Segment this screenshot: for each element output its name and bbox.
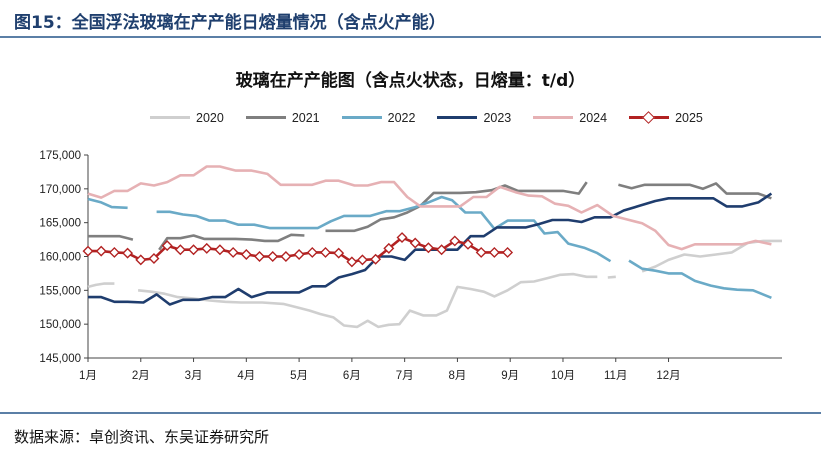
data-point-2025 (320, 246, 331, 258)
y-tick-label: 155,000 (39, 285, 81, 297)
series-line-2022 (628, 259, 772, 300)
data-point-2025 (188, 244, 200, 256)
data-point-2025 (135, 254, 147, 266)
y-tick-label: 160,000 (39, 252, 81, 264)
series-line-2021 (325, 181, 588, 233)
series-line-2022 (156, 195, 612, 263)
data-point-2025 (240, 248, 252, 260)
legend-label: 2025 (675, 111, 703, 125)
data-point-2025 (95, 245, 107, 257)
data-point-2025 (356, 254, 368, 266)
data-point-2025 (488, 246, 500, 258)
series-2020 (87, 239, 782, 329)
legend-label: 2022 (387, 111, 416, 125)
legend-item-2020: 2020 (150, 110, 224, 126)
x-tick-label: 5月 (290, 370, 308, 382)
x-tick-label: 1月 (79, 370, 97, 382)
legend-item-2022: 2022 (341, 110, 416, 126)
data-point-2025 (475, 246, 487, 258)
legend-label: 2023 (483, 111, 512, 125)
legend-swatch (437, 110, 478, 126)
y-tick-label: 150,000 (39, 319, 81, 331)
series-layer (82, 165, 782, 329)
x-tick-label: 8月 (448, 370, 466, 382)
legend-label: 2021 (291, 111, 320, 125)
series-line-2023 (88, 192, 773, 306)
data-point-2025 (449, 235, 461, 247)
data-point-2025 (214, 244, 226, 256)
legend-item-2023: 2023 (437, 110, 511, 126)
data-point-2025 (108, 246, 120, 258)
legend-swatch (150, 110, 190, 126)
x-tick-label: 6月 (343, 370, 361, 382)
data-point-2025 (267, 251, 279, 262)
data-point-2025 (370, 253, 382, 265)
legend-item-2024: 2024 (533, 110, 607, 126)
legend-swatch (341, 110, 382, 126)
x-tick-label: 7月 (396, 370, 414, 382)
x-tick-label: 4月 (237, 370, 255, 382)
y-tick-label: 170,000 (39, 184, 81, 196)
axes-layer: 145,000 150,000 155,000 160,000 165,000 170,0… (39, 150, 782, 382)
series-2025 (82, 232, 514, 268)
legend-swatch (629, 110, 670, 126)
data-point-2025 (306, 246, 318, 258)
series-2022 (87, 195, 772, 300)
legend-item-2021: 2021 (245, 110, 320, 126)
figure-footer: 数据来源：卓创资讯、东吴证券研究所 (0, 412, 821, 453)
data-point-2025 (462, 238, 474, 250)
data-point-2025 (161, 240, 173, 252)
series-2021 (88, 181, 772, 251)
x-tick-label: 12月 (656, 370, 680, 382)
data-point-2025 (502, 246, 514, 258)
series-line-2020 (607, 275, 616, 279)
data-point-2025 (436, 244, 448, 256)
data-point-2025 (82, 245, 94, 257)
legend-item-2025: 2025 (629, 110, 703, 126)
series-line-2020 (137, 272, 598, 329)
series-line-2024 (87, 165, 772, 251)
figure-header: 图15：全国浮法玻璃在产产能日熔量情况（含点火产能） (0, 0, 821, 38)
x-tick-label: 2月 (132, 370, 150, 382)
figure-title: 图15：全国浮法玻璃在产产能日熔量情况（含点火产能） (14, 13, 446, 33)
source-note: 数据来源：卓创资讯、东吴证券研究所 (14, 428, 270, 446)
y-tick-label: 145,000 (39, 353, 81, 365)
y-tick-label: 165,000 (39, 218, 81, 230)
data-point-2025 (174, 244, 186, 256)
x-tick-label: 10月 (551, 370, 575, 382)
series-2024 (87, 165, 772, 251)
data-point-2025 (280, 251, 292, 262)
data-point-2025 (346, 256, 358, 268)
legend-swatch (245, 110, 286, 126)
x-tick-label: 9月 (501, 370, 519, 382)
x-tick-label: 3月 (185, 370, 203, 382)
data-point-2025 (201, 242, 213, 254)
data-point-2025 (422, 242, 434, 254)
series-2023 (88, 192, 773, 306)
chart-plot: 145,000 150,000 155,000 160,000 165,000 170,0… (39, 150, 782, 382)
series-line-2021 (88, 234, 134, 241)
data-point-2025 (409, 237, 421, 249)
series-line-2021 (618, 182, 772, 200)
legend-swatch (533, 110, 574, 126)
series-line-2021 (158, 233, 305, 251)
x-tick-label: 11月 (604, 370, 627, 382)
legend-label: 2024 (579, 111, 608, 125)
y-tick-label: 175,000 (39, 150, 81, 162)
data-point-2025 (383, 242, 395, 254)
series-line-2022 (87, 197, 128, 210)
data-point-2025 (122, 247, 134, 259)
data-point-2025 (333, 247, 345, 259)
series-line-2020 (87, 282, 115, 289)
data-point-2025 (227, 246, 239, 258)
data-point-2025 (148, 253, 160, 265)
data-point-2025 (396, 232, 408, 244)
data-point-2025 (254, 251, 266, 262)
chart-legend: 2020 2021 2022 2023 2024 2025 (150, 110, 725, 126)
data-point-2025 (293, 248, 305, 260)
legend-label: 2020 (196, 111, 224, 125)
chart-title: 玻璃在产产能图（含点火状态，日熔量：t/d） (235, 71, 586, 91)
